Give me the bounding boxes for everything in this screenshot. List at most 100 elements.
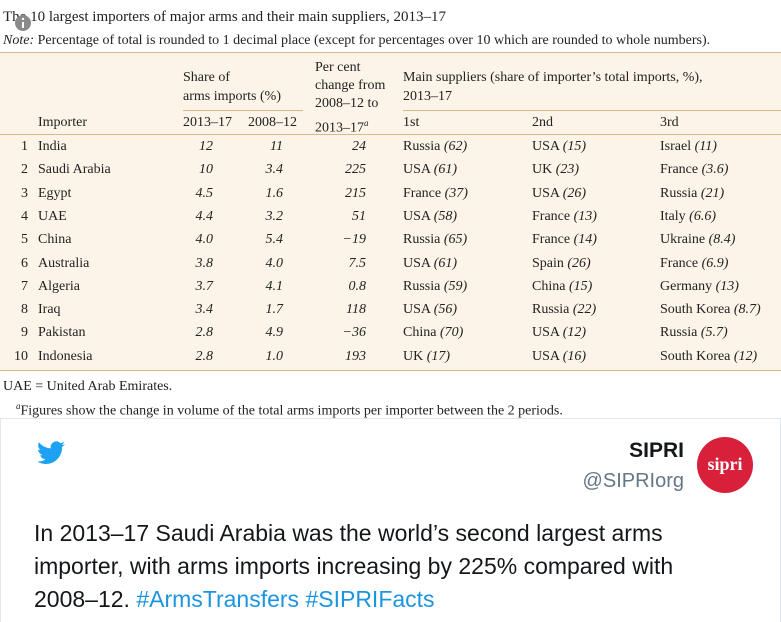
footnote-mark: a <box>364 118 369 128</box>
importer: Australia <box>38 255 90 271</box>
hashtag[interactable]: #SIPRIFacts <box>305 586 435 612</box>
supplier-share: (12) <box>562 325 587 341</box>
header: arms imports (%) <box>183 89 281 104</box>
supplier-share: (70) <box>439 325 464 341</box>
supplier: USA (56) <box>403 301 457 319</box>
supplier-country: Russia <box>403 278 441 294</box>
supplier-share: (62) <box>443 139 468 154</box>
supplier-country: France <box>660 162 699 178</box>
supplier-country: China <box>403 325 437 341</box>
share-2013-17: 3.7 <box>195 278 214 294</box>
supplier: South Korea (12) <box>660 348 757 366</box>
share-2008-12: 1.0 <box>265 348 284 364</box>
supplier-country: USA <box>532 348 560 364</box>
supplier-country: Israel <box>660 139 692 154</box>
footnote-text: Figures show the change in volume of the… <box>20 403 563 419</box>
header: 2013–17a <box>315 114 369 138</box>
share-2013-17: 10 <box>199 162 213 178</box>
tweet-body: In 2013–17 Saudi Arabia was the world’s … <box>34 520 674 612</box>
header: 2013–17 <box>403 89 452 104</box>
supplier: Ukraine (8.4) <box>660 231 735 249</box>
share-2013-17: 3.8 <box>195 255 214 271</box>
supplier-share: (14) <box>573 232 597 248</box>
share-2008-12: 11 <box>270 139 283 154</box>
table-title: The 10 largest importers of major arms a… <box>3 9 446 25</box>
share-2008-12: 4.1 <box>265 278 284 294</box>
share-2013-17: 2.8 <box>195 348 214 364</box>
supplier-share: (26) <box>562 185 587 201</box>
supplier-share: (13) <box>573 208 597 224</box>
supplier-share: (17) <box>426 348 451 364</box>
supplier: Russia (21) <box>660 185 724 203</box>
supplier-share: (3.6) <box>701 162 729 178</box>
share-2008-12: 5.4 <box>265 232 284 248</box>
supplier-country: USA <box>532 185 560 201</box>
rank: 10 <box>14 348 28 364</box>
supplier-country: France <box>532 232 571 248</box>
supplier-country: Spain <box>532 255 564 271</box>
info-icon[interactable] <box>14 14 32 32</box>
tweet-handle[interactable]: @SIPRIorg <box>582 470 684 492</box>
footnote: aFigures show the change in volume of th… <box>16 397 563 421</box>
supplier-country: France <box>403 185 442 201</box>
change: 51 <box>352 208 366 224</box>
change: 225 <box>345 162 366 178</box>
supplier-country: Russia <box>660 185 698 201</box>
supplier-share: (5.7) <box>700 325 728 341</box>
supplier-share: (6.6) <box>689 208 716 224</box>
table-background <box>0 52 781 370</box>
supplier: USA (26) <box>532 185 586 203</box>
avatar[interactable]: sipri <box>697 437 753 493</box>
supplier: Russia (22) <box>532 301 596 319</box>
supplier-country: Russia <box>660 325 698 341</box>
header: Importer <box>38 115 87 130</box>
share-2008-12: 1.7 <box>265 302 284 318</box>
supplier-share: (21) <box>700 185 725 201</box>
share-2008-12: 3.4 <box>265 162 284 178</box>
supplier: Spain (26) <box>532 255 591 273</box>
rank: 8 <box>21 302 28 318</box>
change: 7.5 <box>348 255 367 271</box>
supplier-share: (12) <box>733 348 758 364</box>
supplier: France (14) <box>532 231 597 249</box>
supplier: USA (16) <box>532 348 586 366</box>
rule <box>183 110 303 111</box>
footnote-mark: a <box>16 401 21 411</box>
hashtag[interactable]: #ArmsTransfers <box>136 586 300 612</box>
supplier-country: USA <box>403 302 431 318</box>
supplier-country: Russia <box>403 232 441 248</box>
tweet-author-name[interactable]: SIPRI <box>629 439 684 462</box>
supplier-share: (8.4) <box>708 232 736 248</box>
change: −36 <box>342 325 366 341</box>
importer: India <box>38 139 67 154</box>
supplier: China (70) <box>403 324 463 342</box>
share-2013-17: 2.8 <box>195 325 214 341</box>
supplier-country: South Korea <box>660 302 731 318</box>
supplier-country: Ukraine <box>660 232 706 248</box>
header: 2008–12 <box>248 115 297 130</box>
header: change from <box>315 78 386 93</box>
share-2013-17: 4.0 <box>195 232 214 248</box>
rule <box>0 134 781 135</box>
change: 118 <box>346 302 366 318</box>
rank: 2 <box>21 162 28 178</box>
supplier-share: (37) <box>444 185 468 201</box>
twitter-logo[interactable] <box>37 441 65 465</box>
supplier: France (6.9) <box>660 255 728 273</box>
header: Per cent <box>315 60 361 75</box>
supplier: France (3.6) <box>660 161 728 179</box>
share-2013-17: 3.4 <box>195 302 214 318</box>
change: −19 <box>342 232 366 248</box>
importer: Egypt <box>38 185 72 201</box>
supplier-share: (58) <box>433 208 458 224</box>
header: 2013–17 <box>183 115 232 130</box>
supplier-country: UK <box>532 162 553 178</box>
share-2008-12: 4.9 <box>265 325 284 341</box>
importer: Algeria <box>38 278 80 294</box>
supplier: France (37) <box>403 185 468 203</box>
rank: 9 <box>21 325 28 341</box>
supplier-share: (61) <box>433 162 458 178</box>
supplier-share: (26) <box>567 255 591 271</box>
supplier: USA (15) <box>532 138 586 156</box>
